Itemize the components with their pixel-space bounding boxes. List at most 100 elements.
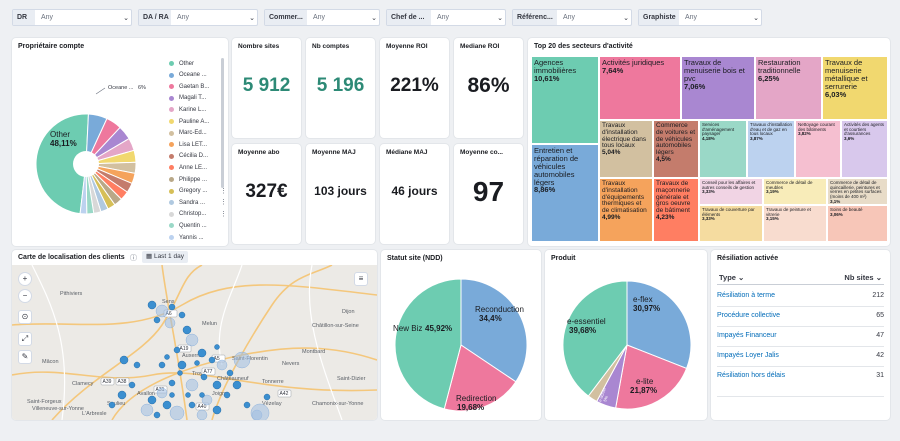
treemap-cell[interactable]: Travaux de peinture et vitrerie 3,15%: [763, 205, 827, 242]
map-canvas[interactable]: Sens Pithiviers Melun Auxerre Châtillon-sur-…: [12, 265, 377, 420]
client-location-marker: [164, 354, 170, 360]
treemap-panel: Top 20 des secteurs d'activité Agences i…: [528, 38, 890, 246]
treemap-cell-value: 8,86%: [534, 185, 556, 195]
statut-slice[interactable]: [394, 278, 462, 410]
legend-item[interactable]: Pauline A...: [169, 116, 209, 127]
col-header-count[interactable]: Nb sites ⌄: [844, 273, 882, 282]
filter-chef-de-projet[interactable]: Chef de ... Any ⌄: [386, 9, 506, 26]
treemap-cell[interactable]: Travaux d'installation électrique dans t…: [599, 120, 653, 178]
legend-item[interactable]: Magali T...: [169, 93, 206, 104]
legend-item[interactable]: Other: [169, 58, 194, 69]
treemap-cell[interactable]: Services d'aménagement paysager 4,18%: [699, 120, 747, 178]
filter-da-ra[interactable]: DA / RA Any ⌄: [138, 9, 258, 26]
treemap-cell[interactable]: Travaux d'installation d'équipements the…: [599, 178, 653, 242]
road-label: A40: [198, 404, 207, 410]
treemap-cell[interactable]: Restauration traditionnelle 6,25%: [755, 56, 822, 120]
legend-label: Philippe ...: [179, 176, 208, 183]
legend-item[interactable]: Gaetan B...: [169, 81, 209, 92]
road-label: A19: [180, 346, 189, 352]
produit-slice[interactable]: [626, 280, 692, 370]
treemap-cell[interactable]: Travaux de menuiserie bois et pvc 7,06%: [681, 56, 755, 120]
legend-scrollbar[interactable]: [221, 58, 224, 188]
fit-bounds-icon[interactable]: ⊙: [18, 310, 32, 324]
row-type-link[interactable]: Impayés Loyer Jalis: [717, 352, 779, 359]
filter-commercial[interactable]: Commer... Any ⌄: [264, 9, 380, 26]
statut-slice[interactable]: [460, 278, 528, 383]
metric-card: Moyenne co... 97: [454, 144, 523, 244]
legend-label: Sandra ...: [179, 199, 206, 206]
treemap-cell[interactable]: Travaux d'installation d'eau et de gaz e…: [747, 120, 795, 178]
legend-item[interactable]: Oceane ...: [169, 70, 207, 81]
calendar-icon: ▦: [146, 253, 154, 260]
map-place-label: Clamecy: [72, 381, 94, 387]
legend-item[interactable]: Anne LE...: [169, 162, 207, 173]
legend-item[interactable]: Christop...: [169, 209, 206, 220]
filter-graphiste[interactable]: Graphiste Any ⌄: [638, 9, 762, 26]
legend-item[interactable]: Philippe ...: [169, 174, 207, 185]
treemap-cell[interactable]: Agences immobilières 10,61%: [531, 56, 599, 144]
row-type-link[interactable]: Résiliation à terme: [717, 292, 775, 299]
metric-label: Nombre sites: [238, 43, 280, 50]
legend-item[interactable]: Quentin ...: [169, 220, 207, 231]
map-place-label: Troyes: [192, 371, 209, 377]
statut-slice[interactable]: [443, 344, 517, 412]
row-type-link[interactable]: Impayés Financeur: [717, 332, 777, 339]
legend-item[interactable]: Lisa LET...: [169, 139, 207, 150]
metric-value: 5 912: [242, 74, 291, 96]
treemap-cell[interactable]: Soins de beauté 3,06%: [827, 205, 888, 242]
filter-referenceur[interactable]: Référenc... Any ⌄: [512, 9, 632, 26]
legend-item[interactable]: Gregory ...: [169, 186, 207, 197]
produit-slice[interactable]: [615, 344, 688, 410]
table-row: Résiliation à terme 212: [717, 287, 884, 307]
more-icon[interactable]: ⋮: [220, 199, 227, 207]
metric-card: Moyenne ROI 221%: [380, 38, 449, 138]
zoom-in-button[interactable]: +: [18, 272, 32, 286]
treemap-cell[interactable]: Travaux de menuiserie métallique et serr…: [822, 56, 888, 120]
legend-item[interactable]: Sandra ...: [169, 197, 205, 208]
client-location-marker: [169, 405, 185, 420]
legend-item[interactable]: Marc-Ed...: [169, 128, 207, 139]
treemap-cell[interactable]: Entretien et réparation de véhicules aut…: [531, 144, 599, 242]
treemap-cell[interactable]: Conseil pour les affaires et autres cons…: [699, 178, 763, 205]
client-location-marker: [147, 300, 157, 310]
legend-item[interactable]: Cécilia D...: [169, 151, 208, 162]
legend-item[interactable]: Karine L...: [169, 104, 206, 115]
slice-value: 5%: [602, 395, 609, 403]
filter-label: Commer...: [265, 10, 307, 25]
zoom-out-button[interactable]: −: [18, 289, 32, 303]
legend-item[interactable]: Yannis ...: [169, 232, 204, 243]
panel-title: Carte de localisation des clients: [18, 254, 125, 261]
col-header-type[interactable]: Type ⌄: [719, 273, 745, 282]
treemap-cell[interactable]: Commerce de détail de meubles 3,19%: [763, 178, 827, 205]
legend-swatch: [169, 142, 174, 148]
filter-dr[interactable]: DR Any ⌄: [12, 9, 132, 26]
treemap-cell[interactable]: Activités juridiques 7,64%: [599, 56, 681, 120]
chevron-down-icon: ⌄: [623, 14, 629, 22]
draw-icon[interactable]: ✎: [18, 350, 32, 364]
treemap-cell[interactable]: Activités des agents et courtiers d'assu…: [841, 120, 888, 178]
produit-slice[interactable]: [562, 280, 628, 397]
treemap-cell[interactable]: Nettoyage courant des bâtiments 3,82%: [795, 120, 841, 178]
treemap-cell[interactable]: Travaux de couverture par éléments 3,33%: [699, 205, 763, 242]
more-icon[interactable]: ⋮: [220, 210, 227, 218]
client-location-marker: [188, 401, 196, 409]
layers-icon[interactable]: ≡: [354, 272, 368, 286]
row-type-link[interactable]: Résiliation hors délais: [717, 372, 786, 379]
row-type-link[interactable]: Procédure collective: [717, 312, 781, 319]
panel-title: Produit: [551, 255, 576, 262]
treemap-cell[interactable]: Travaux de maçonnerie générale et gros o…: [653, 178, 699, 242]
chevron-down-icon: ⌄: [738, 273, 745, 282]
donut-hole: [73, 151, 99, 177]
info-icon[interactable]: ⓘ: [130, 255, 137, 262]
chevron-down-icon: ⌄: [123, 14, 129, 22]
owner-slice[interactable]: [35, 113, 89, 215]
measure-icon[interactable]: ⤢: [18, 332, 32, 346]
more-icon[interactable]: ⋮: [220, 187, 227, 195]
callout-value: 6%: [138, 85, 146, 91]
time-badge[interactable]: ▦ Last 1 day: [142, 251, 188, 263]
client-location-marker: [178, 311, 186, 319]
treemap-cell[interactable]: Commerce de détail de quincaillerie, pei…: [827, 178, 888, 205]
treemap-cell[interactable]: Commerce de voitures et de véhicules aut…: [653, 120, 699, 178]
metric-card: Moyenne abo 327€: [232, 144, 301, 244]
legend-label: Other: [179, 60, 195, 67]
